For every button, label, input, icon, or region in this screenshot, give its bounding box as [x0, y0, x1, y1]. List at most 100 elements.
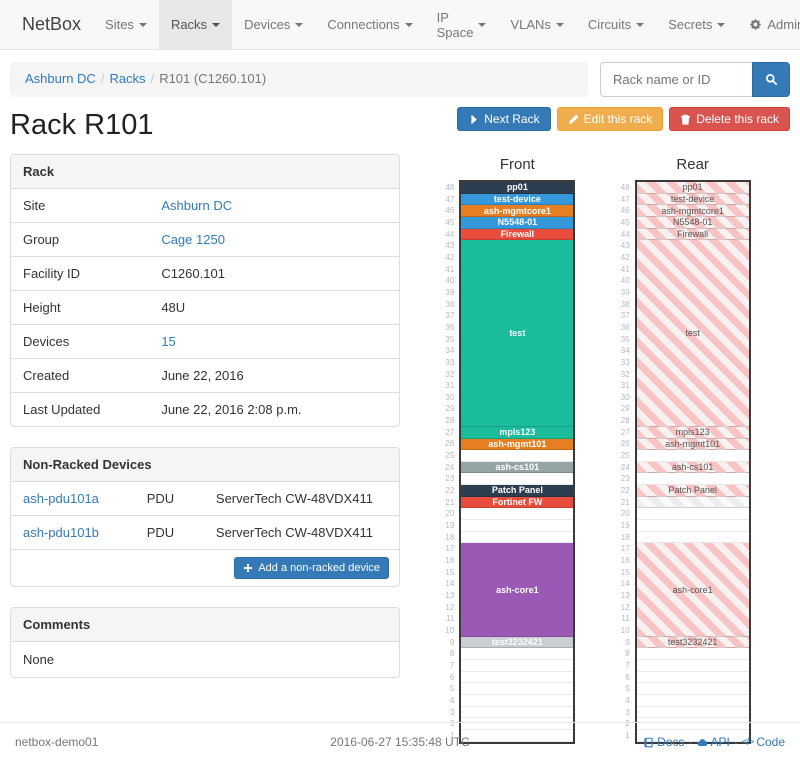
- rack-attributes-table: Site Ashburn DC Group Cage 1250 Facility ID C…: [11, 189, 399, 426]
- rack-device[interactable]: test: [636, 240, 749, 427]
- rack-device[interactable]: ash-cs101: [461, 461, 574, 474]
- code-link[interactable]: </> Code: [741, 735, 785, 749]
- nav-item-secrets[interactable]: Secrets: [656, 0, 737, 49]
- attribute-value[interactable]: 15: [161, 334, 176, 349]
- rack-attributes-panel: Rack Site Ashburn DC Group Cage 1250 Facilit…: [10, 154, 400, 427]
- rack-device[interactable]: Patch Panel: [461, 485, 574, 497]
- rack-unit-row: [461, 532, 574, 544]
- rack-unit-row: [636, 660, 749, 672]
- rack-device[interactable]: Fortinet FW: [461, 496, 574, 509]
- attribute-label: Site: [23, 198, 46, 213]
- rack-device[interactable]: test3232421: [636, 636, 749, 649]
- server-time: 2016-06-27 15:35:48 UTC: [330, 735, 470, 749]
- unit-number: 34: [620, 346, 630, 356]
- non-racked-footer: Add a non-racked device: [11, 549, 399, 586]
- rack-device[interactable]: mpls123: [461, 426, 574, 439]
- unit-number: 32: [445, 369, 455, 379]
- comments-body: None: [23, 652, 55, 667]
- rack-unit-row: [461, 683, 574, 695]
- unit-number: 47: [445, 194, 455, 204]
- rack-device[interactable]: Firewall: [461, 228, 574, 241]
- unit-number: 23: [620, 474, 630, 484]
- breadcrumb-link[interactable]: Racks: [109, 71, 146, 86]
- rack-device[interactable]: Firewall: [636, 228, 749, 241]
- rack-device[interactable]: N5548-01: [461, 216, 574, 229]
- rack-unit-row: [461, 660, 574, 672]
- nav-item-circuits[interactable]: Circuits: [576, 0, 656, 49]
- rack-device[interactable]: pp01: [636, 182, 749, 194]
- rack-unit-row: [636, 520, 749, 532]
- api-link[interactable]: API: [697, 735, 730, 749]
- rack-device[interactable]: test3232421: [461, 636, 574, 649]
- breadcrumb-current: R101 (C1260.101): [159, 71, 267, 86]
- unit-number: 13: [445, 590, 455, 600]
- nav-item-racks[interactable]: Racks: [158, 0, 233, 49]
- app-brand[interactable]: NetBox: [22, 14, 82, 34]
- rack-device[interactable]: ash-core1: [461, 543, 574, 637]
- rack-unit-row: [636, 473, 749, 486]
- rack-unit-row: [461, 695, 574, 707]
- unit-number: 6: [625, 672, 630, 682]
- code-icon: </>: [741, 736, 755, 748]
- rack-device[interactable]: mpls123: [636, 426, 749, 439]
- search-input[interactable]: [600, 62, 752, 97]
- unit-number: 26: [445, 439, 455, 449]
- rack-search-form: [600, 62, 790, 97]
- non-racked-devices-panel: Non-Racked Devices ash-pdu101a PDU ServerT…: [10, 447, 400, 587]
- nav-item-devices[interactable]: Devices: [232, 0, 315, 49]
- rack-unit-row: [636, 707, 749, 719]
- rack-device[interactable]: ash-mgmtcore1: [461, 205, 574, 217]
- docs-link[interactable]: Docs: [643, 735, 685, 749]
- unit-number: 4: [449, 695, 455, 705]
- rack-device[interactable]: ash-mgmt101: [461, 438, 574, 451]
- rack-device[interactable]: ash-mgmtcore1: [636, 205, 749, 217]
- device-type: ServerTech CW-48VDX411: [215, 525, 373, 540]
- unit-number: 33: [445, 357, 455, 367]
- attribute-value[interactable]: Ashburn DC: [161, 198, 233, 213]
- attribute-label: Last Updated: [23, 402, 101, 417]
- unit-number: 37: [445, 311, 455, 321]
- breadcrumb-separator: /: [150, 71, 155, 86]
- unit-number: 28: [620, 416, 630, 426]
- nav-item-vlans[interactable]: VLANs: [498, 0, 575, 49]
- rack-device[interactable]: test-device: [461, 193, 574, 206]
- device-name-link[interactable]: ash-pdu101b: [23, 525, 99, 540]
- separator: ·: [733, 735, 738, 749]
- rack-device[interactable]: N5548-01: [636, 216, 749, 229]
- attribute-label: Facility ID: [23, 266, 81, 281]
- breadcrumb-link[interactable]: Ashburn DC: [25, 71, 96, 86]
- rack-unit-row: [636, 672, 749, 684]
- unit-number: 21: [620, 497, 630, 507]
- delete-rack-button[interactable]: Delete this rack: [669, 107, 790, 131]
- nav-item-admin[interactable]: Admin: [737, 0, 800, 49]
- nav-item-sites[interactable]: Sites: [93, 0, 159, 49]
- unit-number: 8: [625, 649, 630, 659]
- rack-device[interactable]: Patch Panel: [636, 485, 749, 497]
- unit-number: 29: [445, 404, 455, 414]
- rack-device[interactable]: test: [461, 240, 574, 427]
- attribute-value[interactable]: Cage 1250: [161, 232, 225, 247]
- rack-device[interactable]: ash-mgmt101: [636, 438, 749, 451]
- add-non-racked-device-button[interactable]: Add a non-racked device: [234, 557, 389, 579]
- device-name-link[interactable]: ash-pdu101a: [23, 491, 99, 506]
- attribute-row: Site Ashburn DC: [11, 189, 399, 222]
- nav-item-connections[interactable]: Connections: [315, 0, 424, 49]
- unit-number: 8: [449, 649, 455, 659]
- non-racked-device-row: ash-pdu101b PDU ServerTech CW-48VDX411: [11, 515, 399, 549]
- unit-number: 44: [620, 229, 630, 239]
- search-button[interactable]: [752, 62, 790, 97]
- rack-device[interactable]: ash-core1: [636, 543, 749, 637]
- attribute-label: Height: [23, 300, 61, 315]
- rack-unit-row: [636, 648, 749, 660]
- rack-device[interactable]: pp01: [461, 182, 574, 194]
- edit-rack-button[interactable]: Edit this rack: [556, 107, 664, 131]
- attribute-row: Height 48U: [11, 290, 399, 324]
- unit-number: 24: [445, 462, 455, 472]
- rack-device[interactable]: test-device: [636, 193, 749, 206]
- rack-device[interactable]: ash-cs101: [636, 461, 749, 474]
- unit-number: 18: [620, 532, 630, 542]
- attribute-value: C1260.101: [161, 266, 225, 281]
- nav-item-ip-space[interactable]: IP Space: [425, 0, 499, 49]
- rack-unit-row: [461, 718, 574, 730]
- next-rack-button[interactable]: Next Rack: [457, 107, 551, 131]
